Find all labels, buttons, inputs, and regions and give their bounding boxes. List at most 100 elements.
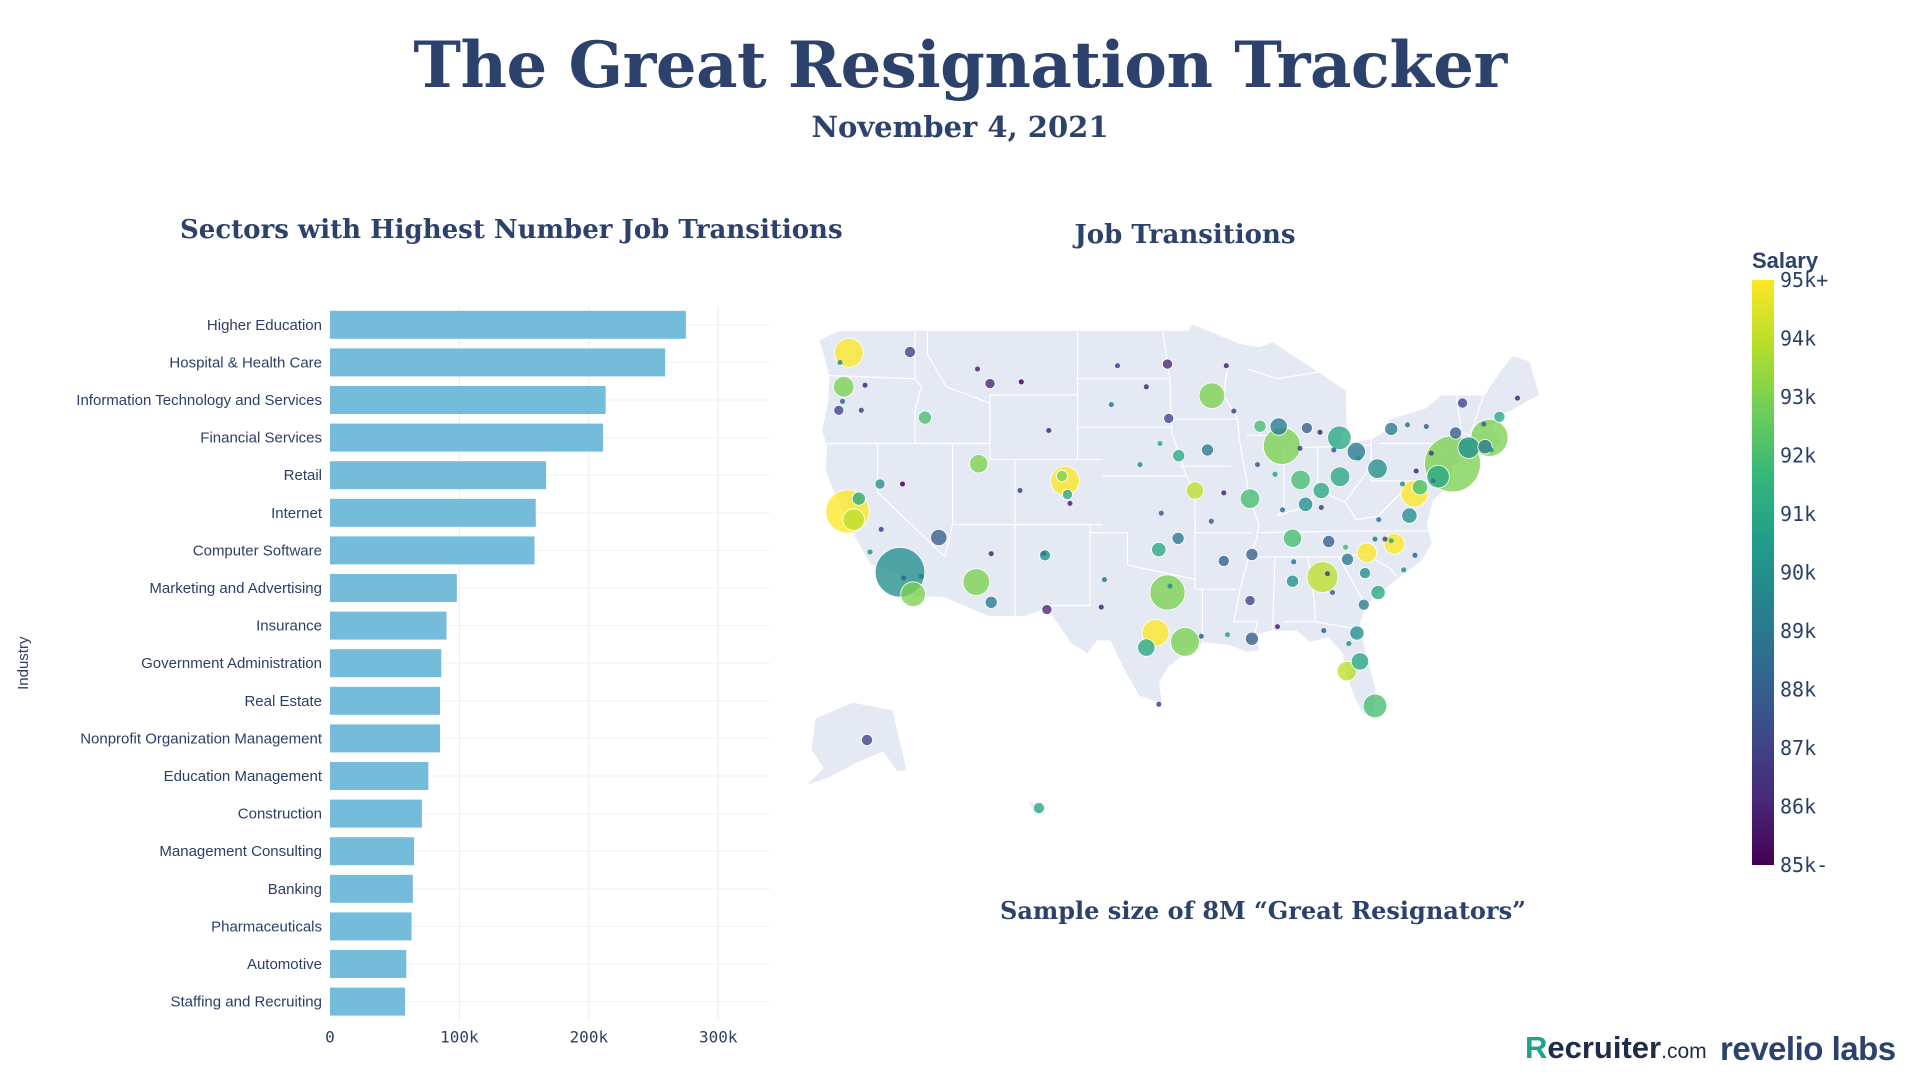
city-bubble[interactable] [1171,531,1185,545]
city-bubble[interactable] [1341,552,1355,566]
city-bubble[interactable] [1300,422,1313,435]
minor-city-marker[interactable] [1330,590,1335,595]
minor-city-marker[interactable] [1115,363,1120,369]
minor-city-marker[interactable] [901,575,907,581]
minor-city-marker[interactable] [1321,628,1327,634]
city-bubble[interactable] [833,404,845,416]
city-bubble[interactable] [1350,652,1370,671]
minor-city-marker[interactable] [1101,577,1107,583]
city-bubble[interactable] [1253,419,1267,433]
minor-city-marker[interactable] [1108,402,1114,408]
bar[interactable] [330,461,547,490]
city-bubble[interactable] [904,346,917,359]
city-bubble[interactable] [1244,595,1256,607]
city-bubble[interactable] [1282,528,1303,548]
city-bubble[interactable] [1367,458,1388,479]
city-bubble[interactable] [1306,561,1339,594]
city-bubble[interactable] [1357,598,1370,611]
city-bubble[interactable] [1329,466,1351,487]
city-bubble[interactable] [969,454,989,474]
bar[interactable] [330,950,407,978]
bar[interactable] [330,762,429,790]
city-bubble[interactable] [1356,542,1378,564]
minor-city-marker[interactable] [1098,604,1104,610]
minor-city-marker[interactable] [1388,538,1394,544]
minor-city-marker[interactable] [1291,559,1297,565]
city-bubble[interactable] [930,528,948,547]
minor-city-marker[interactable] [837,360,843,365]
minor-city-marker[interactable] [1400,481,1405,487]
minor-city-marker[interactable] [867,549,873,555]
city-bubble[interactable] [1041,604,1053,616]
city-bubble[interactable] [1245,547,1259,561]
bar[interactable] [330,874,413,903]
city-bubble[interactable] [842,508,865,531]
city-bubble[interactable] [1322,534,1336,548]
city-bubble[interactable] [1149,574,1186,611]
city-bubble[interactable] [1239,488,1261,509]
city-bubble[interactable] [1285,574,1299,588]
bar[interactable] [330,837,415,866]
city-bubble[interactable] [1151,542,1167,558]
minor-city-marker[interactable] [975,366,980,372]
minor-city-marker[interactable] [1280,507,1285,513]
minor-city-marker[interactable] [1156,701,1162,707]
city-bubble[interactable] [1346,442,1366,462]
minor-city-marker[interactable] [1208,518,1214,524]
city-bubble[interactable] [851,491,866,506]
city-bubble[interactable] [1297,496,1314,512]
bar[interactable] [330,310,686,339]
city-bubble[interactable] [1244,631,1259,646]
minor-city-marker[interactable] [878,526,884,532]
city-bubble[interactable] [1061,488,1073,500]
city-bubble[interactable] [1449,426,1463,440]
minor-city-marker[interactable] [858,407,864,413]
minor-city-marker[interactable] [1325,571,1330,577]
city-bubble[interactable] [1383,533,1406,555]
minor-city-marker[interactable] [1275,624,1280,630]
minor-city-marker[interactable] [1225,632,1230,638]
minor-city-marker[interactable] [1412,552,1418,558]
city-bubble[interactable] [1426,464,1450,489]
city-bubble[interactable] [861,733,874,746]
city-bubble[interactable] [1327,425,1352,451]
city-bubble[interactable] [1359,567,1372,580]
minor-city-marker[interactable] [1198,633,1204,639]
minor-city-marker[interactable] [1223,363,1229,369]
city-bubble[interactable] [1055,469,1068,482]
bar[interactable] [330,536,535,565]
bar[interactable] [330,799,422,828]
minor-city-marker[interactable] [1481,421,1487,427]
minor-city-marker[interactable] [1143,384,1149,390]
city-bubble[interactable] [1401,507,1418,524]
city-bubble[interactable] [1161,358,1173,370]
city-bubble[interactable] [900,581,926,608]
minor-city-marker[interactable] [1046,428,1052,433]
city-bubble[interactable] [1370,584,1386,601]
minor-city-marker[interactable] [1221,490,1227,496]
city-bubble[interactable] [1172,449,1186,463]
city-bubble[interactable] [1217,554,1230,567]
minor-city-marker[interactable] [1318,505,1324,510]
minor-city-marker[interactable] [900,481,905,487]
bar[interactable] [330,686,440,715]
minor-city-marker[interactable] [1017,488,1023,493]
minor-city-marker[interactable] [1423,424,1429,429]
city-bubble[interactable] [1411,479,1429,496]
minor-city-marker[interactable] [1158,510,1164,516]
minor-city-marker[interactable] [840,398,845,404]
city-bubble[interactable] [834,338,864,368]
minor-city-marker[interactable] [918,573,924,579]
city-bubble[interactable] [833,376,855,398]
minor-city-marker[interactable] [988,551,994,557]
minor-city-marker[interactable] [1430,478,1436,484]
city-bubble[interactable] [1290,469,1311,491]
bar[interactable] [330,649,442,678]
city-bubble[interactable] [1198,382,1226,409]
minor-city-marker[interactable] [1041,551,1047,557]
minor-city-marker[interactable] [1018,379,1024,385]
bar[interactable] [330,498,536,527]
city-bubble[interactable] [1477,439,1493,455]
city-bubble[interactable] [1269,417,1288,436]
bar[interactable] [330,574,457,602]
